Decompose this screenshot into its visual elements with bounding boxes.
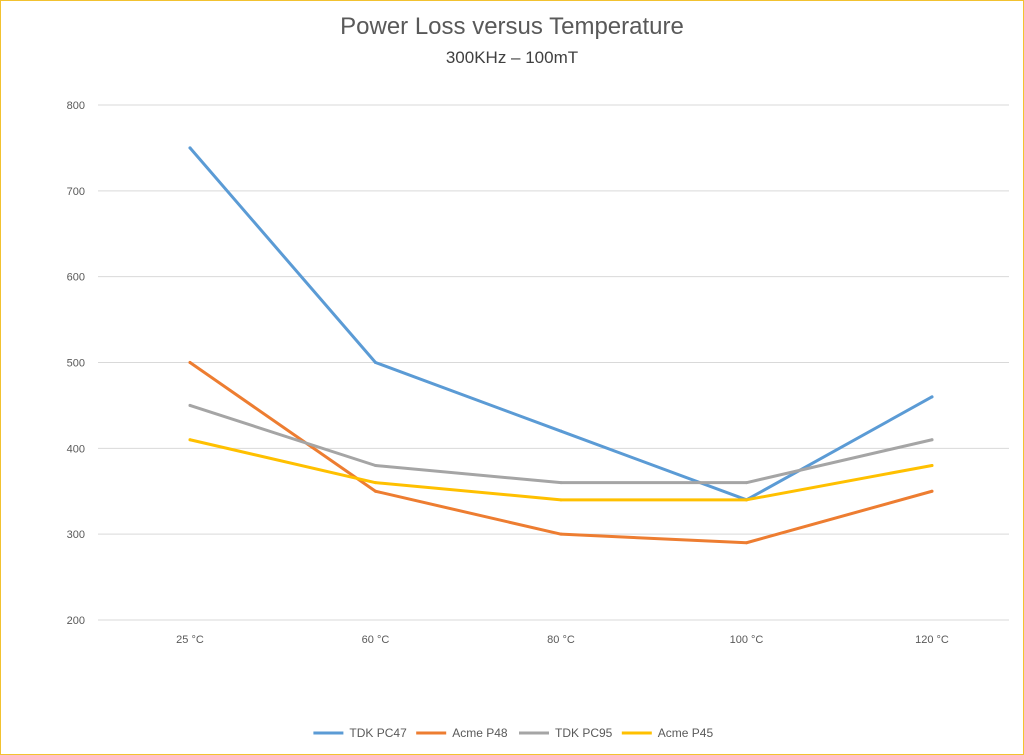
data-point [188,361,192,364]
x-tick-label: 25 °C [176,634,204,646]
data-point [188,146,192,150]
data-point [559,532,563,536]
x-tick-label: 100 °C [730,634,764,646]
legend: TDK PC47 Acme P48 TDK PC95 Acme P45 [313,726,713,740]
data-point [374,489,377,493]
data-point [374,464,377,467]
data-point [188,403,192,407]
data-point [745,481,748,485]
legend-label: Acme P45 [658,726,714,740]
legend-label: TDK PC47 [349,726,407,740]
gridlines [98,104,1009,621]
data-point [374,481,377,485]
data-point [188,438,192,442]
legend-label: TDK PC95 [555,726,613,740]
x-tick-label: 60 °C [362,634,390,646]
data-point [930,489,934,493]
y-tick-label: 500 [67,358,85,370]
series-line-acme-p48 [188,361,934,545]
legend-label: Acme P48 [452,726,508,740]
x-tick-label: 120 °C [915,634,949,646]
series-line-tdk-pc47 [188,146,934,502]
series-line-tdk-pc95 [188,403,934,485]
y-tick-label: 400 [67,443,85,455]
y-tick-label: 300 [67,529,85,541]
y-tick-label: 200 [67,615,85,627]
data-point [745,541,748,545]
data-point [559,429,563,433]
y-tick-label: 700 [67,186,85,198]
data-point [745,498,748,502]
y-tick-label: 800 [67,100,85,112]
x-tick-label: 80 °C [547,634,575,646]
series-lines [188,146,934,545]
y-axis-ticks: 200 300 400 500 600 700 800 [67,100,85,627]
data-point [930,464,934,467]
y-tick-label: 600 [67,272,85,284]
data-point [930,438,934,442]
data-point [374,361,377,364]
data-point [559,498,563,502]
chart-subtitle: 300KHz – 100mT [445,48,579,67]
data-point [559,481,563,485]
x-axis-ticks: 25 °C 60 °C 80 °C 100 °C 120 °C [176,634,949,646]
data-point [930,395,934,399]
chart-title: Power Loss versus Temperature [340,13,684,40]
